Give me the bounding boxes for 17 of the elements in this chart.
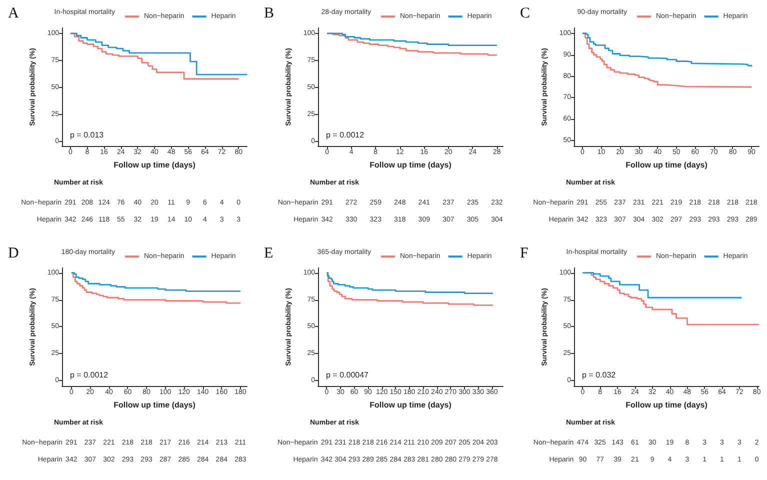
x-axis-title: Follow up time (days) [370, 400, 452, 410]
x-axis-title: Follow up time (days) [626, 400, 708, 410]
x-axis-title: Follow up time (days) [114, 400, 196, 410]
annotation: p = 0.032 [582, 370, 616, 380]
annotation: p = 0.0012 [70, 370, 109, 380]
x-axis-title: Follow up time (days) [370, 160, 452, 170]
chart-title: E [264, 246, 274, 262]
chart-title: C [520, 6, 530, 22]
x-axis-title: Follow up time (days) [114, 160, 196, 170]
annotation: p = 0.00047 [326, 370, 370, 380]
annotation: p = 0.013 [70, 130, 104, 140]
chart-title: D [8, 246, 19, 262]
chart-title: F [520, 246, 528, 262]
annotation: p = 0.0012 [326, 130, 365, 140]
x-axis-title: Follow up time (days) [626, 160, 708, 170]
chart-title: A [8, 6, 19, 22]
chart-title: B [264, 6, 274, 22]
